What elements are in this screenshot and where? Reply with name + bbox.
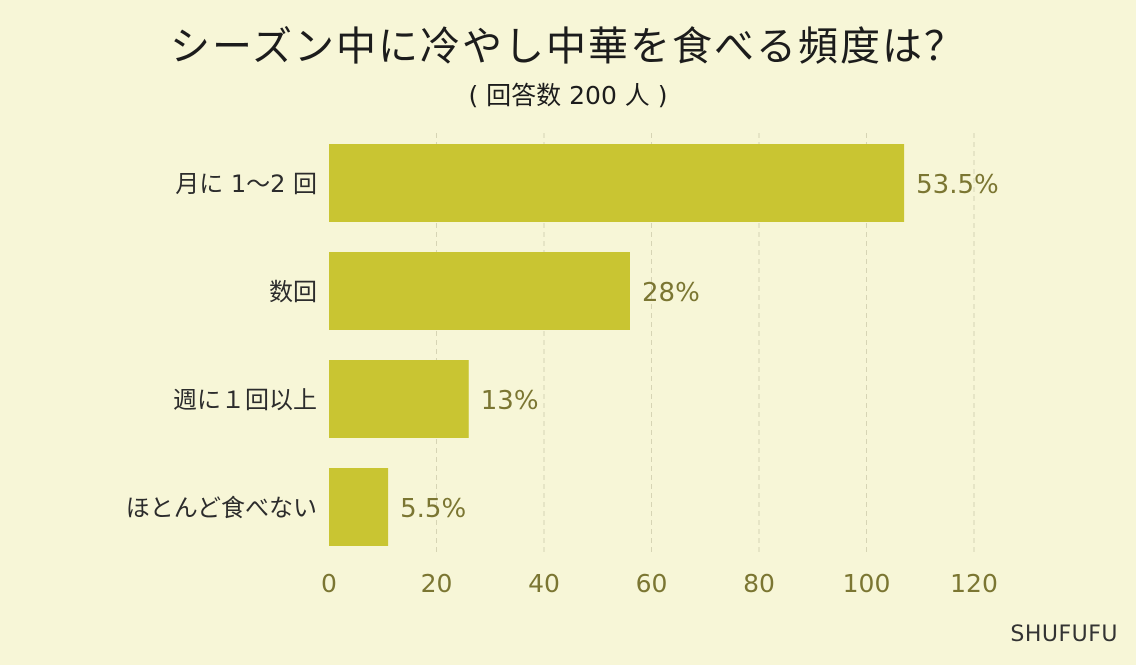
chart-title: シーズン中に冷やし中華を食べる頻度は？ bbox=[170, 24, 966, 70]
bars: 月に 1〜2 回 53.5% 数回 28% 週に１回以上 13% ほとんど食べない 5.5% bbox=[126, 144, 999, 546]
chart-subtitle: ( 回答数 200 人 ) bbox=[468, 81, 668, 110]
x-tick-label: 100 bbox=[843, 569, 891, 598]
x-axis-ticks: 0 20 40 60 80 100 120 bbox=[321, 569, 998, 598]
category-label: 月に 1〜2 回 bbox=[175, 170, 317, 198]
x-tick-label: 80 bbox=[743, 569, 775, 598]
category-label: ほとんど食べない bbox=[126, 494, 317, 522]
x-tick-label: 120 bbox=[950, 569, 998, 598]
category-label: 数回 bbox=[269, 278, 317, 306]
x-tick-label: 20 bbox=[421, 569, 453, 598]
bar bbox=[329, 468, 389, 546]
value-label: 5.5% bbox=[400, 494, 466, 524]
brand-logo: SHUFUFU bbox=[1010, 622, 1118, 647]
x-tick-label: 0 bbox=[321, 569, 337, 598]
bar bbox=[329, 360, 469, 438]
bar bbox=[329, 252, 630, 330]
value-label: 13% bbox=[481, 386, 539, 416]
x-tick-label: 40 bbox=[528, 569, 560, 598]
value-label: 53.5% bbox=[916, 170, 999, 200]
x-tick-label: 60 bbox=[636, 569, 668, 598]
bar bbox=[329, 144, 905, 222]
value-label: 28% bbox=[642, 278, 700, 308]
gridlines bbox=[436, 133, 975, 555]
category-label: 週に１回以上 bbox=[173, 386, 317, 414]
